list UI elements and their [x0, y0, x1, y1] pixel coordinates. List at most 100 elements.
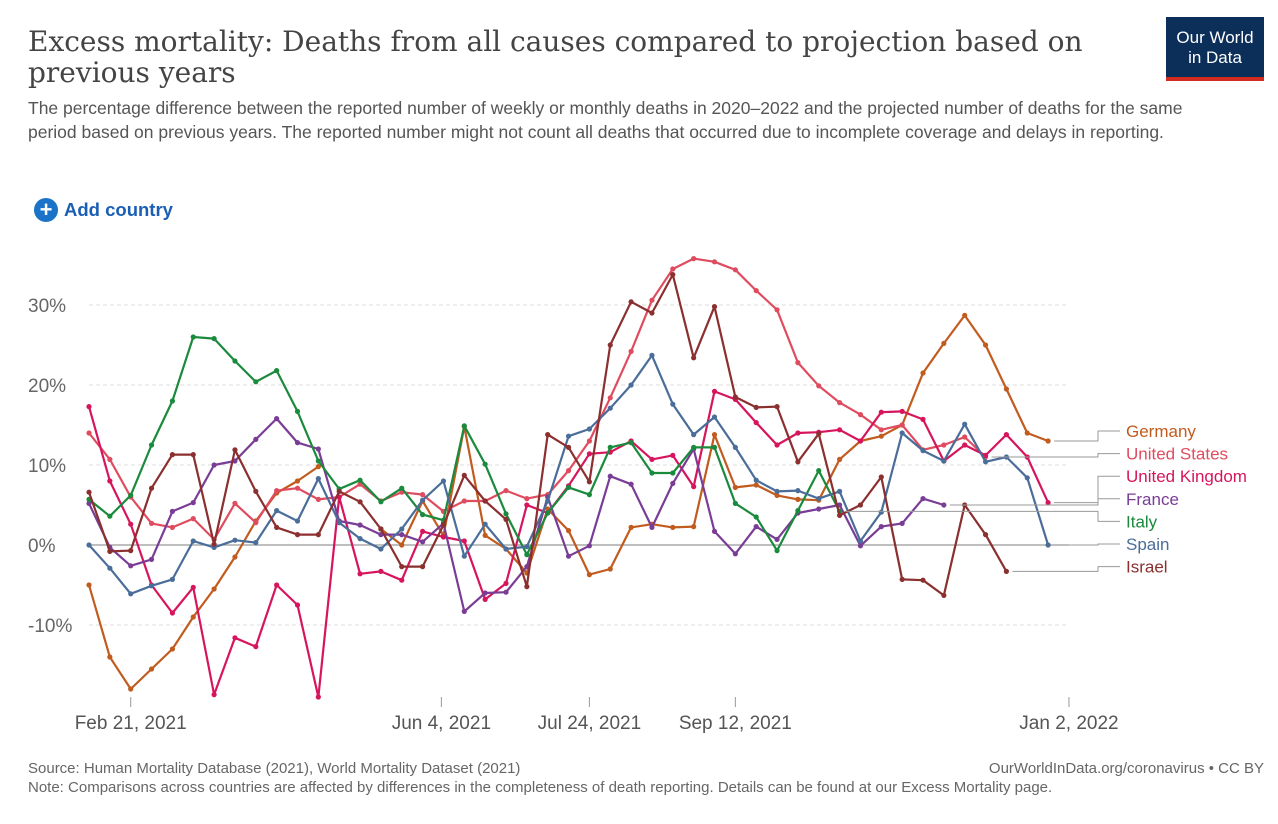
source-text: Source: Human Mortality Database (2021),…	[28, 760, 521, 777]
logo-line-2: in Data	[1188, 48, 1242, 67]
data-point-france	[169, 508, 175, 514]
data-point-united-kingdom	[837, 427, 843, 433]
data-point-israel	[420, 564, 426, 570]
data-point-united-kingdom	[294, 602, 301, 608]
data-point-israel	[1003, 568, 1010, 575]
data-point-spain	[378, 546, 384, 552]
data-point-israel	[837, 512, 843, 519]
legend-layer[interactable]: Germany United States United Kingdom France…	[845, 422, 1247, 577]
data-point-germany	[837, 456, 843, 462]
data-point-united-kingdom	[86, 404, 92, 410]
series-line-italy	[88, 335, 841, 556]
legend-label-united-states[interactable]: United States	[1126, 445, 1228, 464]
data-point-united-kingdom	[461, 538, 467, 544]
data-point-france	[753, 524, 759, 530]
series-germany	[86, 312, 1051, 692]
data-point-germany	[148, 666, 155, 672]
data-point-spain	[691, 432, 697, 438]
data-point-united-kingdom	[211, 692, 217, 698]
data-point-united-states	[711, 259, 718, 265]
data-point-united-states	[586, 438, 593, 444]
legend-connector	[1054, 543, 1120, 546]
data-point-united-kingdom	[670, 452, 676, 458]
legend-label-spain[interactable]: Spain	[1126, 535, 1169, 554]
data-point-italy	[148, 442, 155, 448]
data-point-italy	[503, 511, 509, 517]
data-point-italy	[732, 500, 738, 506]
data-point-france	[211, 462, 217, 468]
data-point-france	[920, 496, 926, 502]
data-point-israel	[857, 502, 864, 508]
data-point-spain	[420, 497, 426, 503]
data-point-germany	[732, 484, 738, 490]
data-point-france	[524, 564, 530, 570]
data-point-united-kingdom	[1045, 500, 1051, 506]
data-point-spain	[837, 488, 843, 494]
data-point-italy	[607, 444, 613, 450]
data-point-spain	[148, 583, 155, 589]
data-point-spain	[586, 426, 593, 432]
legend-connector	[1012, 566, 1120, 572]
data-point-germany	[315, 464, 321, 470]
data-point-spain	[732, 444, 738, 450]
data-point-spain	[336, 520, 342, 526]
data-point-spain	[253, 540, 259, 546]
data-point-united-states	[607, 395, 613, 401]
data-point-united-states	[503, 488, 509, 494]
owid-logo[interactable]: Our World in Data	[1166, 17, 1264, 81]
data-point-united-kingdom	[378, 568, 384, 575]
plus-circle-icon: +	[34, 198, 58, 222]
data-point-france	[732, 551, 738, 557]
credit-link[interactable]: OurWorldInData.org/coronavirus • CC BY	[988, 760, 1264, 777]
data-point-israel	[941, 592, 947, 599]
data-point-spain	[962, 421, 968, 427]
data-point-united-kingdom	[274, 582, 280, 588]
legend-label-israel[interactable]: Israel	[1126, 558, 1168, 577]
data-point-germany	[670, 524, 676, 531]
data-point-italy	[649, 470, 655, 476]
data-point-spain	[357, 536, 363, 542]
x-tick-label: Jul 24, 2021	[538, 713, 642, 734]
data-point-united-states	[962, 434, 968, 440]
data-point-spain	[753, 477, 759, 483]
data-point-united-states	[315, 496, 321, 502]
data-point-united-kingdom	[253, 644, 259, 650]
data-point-spain	[545, 498, 551, 504]
data-point-germany	[920, 370, 926, 376]
data-point-israel	[357, 499, 363, 505]
data-point-france	[565, 553, 572, 559]
data-point-italy	[253, 379, 259, 385]
data-point-united-kingdom	[357, 571, 363, 577]
legend-label-italy[interactable]: Italy	[1126, 512, 1158, 531]
data-point-france	[670, 480, 676, 486]
data-point-france	[86, 500, 92, 506]
data-point-germany	[774, 492, 780, 498]
data-point-france	[711, 528, 718, 535]
data-point-italy	[482, 461, 488, 467]
data-point-germany	[294, 478, 301, 484]
data-point-united-kingdom	[795, 430, 801, 436]
note-text: Note: Comparisons across countries are a…	[28, 779, 1053, 796]
data-point-united-states	[169, 524, 175, 531]
data-point-france	[148, 556, 155, 563]
data-point-united-kingdom	[649, 456, 655, 462]
series-layer	[86, 256, 1051, 700]
data-point-spain	[294, 518, 301, 524]
data-point-spain	[461, 553, 467, 559]
data-point-israel	[169, 452, 175, 458]
data-point-spain	[670, 401, 676, 407]
data-point-germany	[1003, 386, 1010, 392]
data-point-united-kingdom	[899, 408, 905, 414]
data-point-france	[649, 524, 655, 531]
add-country-button[interactable]: + Add country	[34, 198, 173, 222]
series-spain	[86, 352, 1051, 597]
data-point-israel	[982, 532, 989, 538]
data-point-germany	[962, 312, 968, 318]
legend-label-france[interactable]: France	[1126, 490, 1179, 509]
data-point-germany	[1045, 438, 1051, 444]
legend-label-germany[interactable]: Germany	[1126, 422, 1196, 441]
data-point-italy	[315, 458, 321, 464]
legend-label-united-kingdom[interactable]: United Kingdom	[1126, 467, 1247, 486]
y-tick-label: 10%	[28, 456, 66, 477]
data-point-italy	[420, 511, 426, 518]
